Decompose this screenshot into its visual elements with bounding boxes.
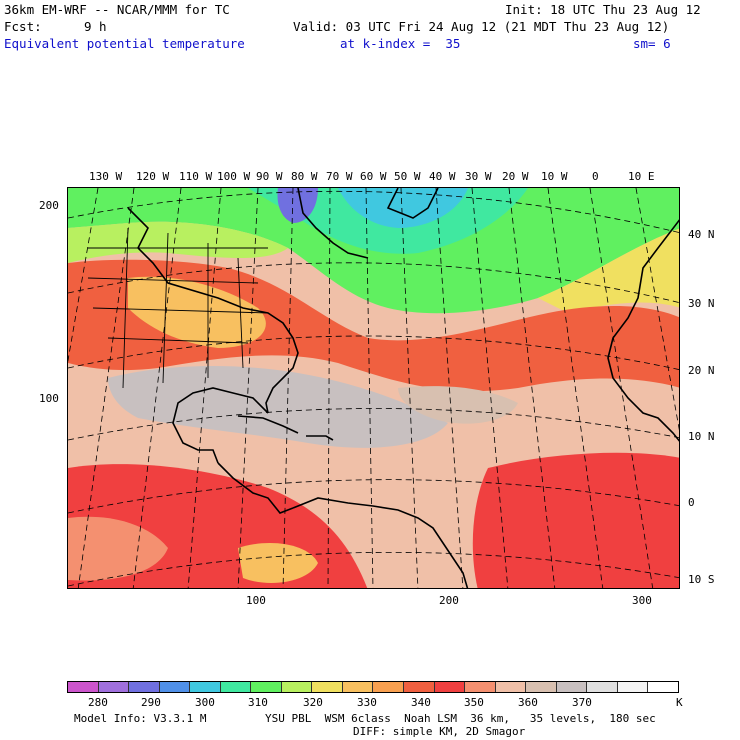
colorbar-swatch <box>465 682 496 692</box>
field-yellow-east <box>538 228 679 313</box>
coastlines <box>127 188 679 588</box>
field-cold-pocket <box>277 188 318 223</box>
lon-label: 80 W <box>291 170 318 183</box>
model-info: Model Info: V3.3.1 M <box>74 712 207 725</box>
colorbar-swatch <box>648 682 678 692</box>
smoothing-value: sm= 6 <box>633 36 671 51</box>
colorbar-tick: 290 <box>141 696 161 709</box>
field-cyan-core <box>338 188 468 228</box>
level-index: at k-index = 35 <box>340 36 461 51</box>
colorbar-swatch <box>129 682 160 692</box>
lon-label: 100 W <box>217 170 251 183</box>
colorbar-swatch <box>617 682 649 692</box>
colorbar-swatch <box>587 682 618 692</box>
colorbar-swatch <box>312 682 343 692</box>
lon-label: 120 W <box>136 170 170 183</box>
colorbar-swatch <box>526 682 557 692</box>
lon-label: 30 W <box>465 170 492 183</box>
diffusion-info: DIFF: simple KM, 2D Smagor <box>353 725 526 738</box>
grid-y-label: 100 <box>39 392 59 405</box>
lat-label: 10 S <box>688 573 715 586</box>
lat-label: 20 N <box>688 364 715 377</box>
colorbar-swatch <box>342 682 374 692</box>
lon-label: 50 W <box>394 170 421 183</box>
lon-label: 10 E <box>628 170 655 183</box>
forecast-hour: 9 h <box>84 19 107 34</box>
lon-label: 60 W <box>360 170 387 183</box>
colorbar-swatch <box>251 682 282 692</box>
lon-label: 110 W <box>179 170 213 183</box>
colorbar-swatch <box>159 682 191 692</box>
colorbar-swatch <box>495 682 527 692</box>
init-time: Init: 18 UTC Thu 23 Aug 12 <box>505 2 701 17</box>
field-red-southeast <box>472 452 679 588</box>
colorbar-tick: 320 <box>303 696 323 709</box>
model-title: 36km EM-WRF -- NCAR/MMM for TC <box>4 2 230 17</box>
field-salmon-patch <box>68 516 168 581</box>
map-canvas <box>68 188 679 588</box>
lat-label: 30 N <box>688 297 715 310</box>
colorbar-tick: 370 <box>572 696 592 709</box>
colorbar-swatch <box>404 682 435 692</box>
colorbar-swatch <box>190 682 221 692</box>
colorbar-tick: 310 <box>248 696 268 709</box>
grid-x-label: 200 <box>439 594 459 607</box>
lon-label: 130 W <box>89 170 123 183</box>
colorbar-tick: 340 <box>411 696 431 709</box>
field-tan-patch <box>398 386 518 424</box>
field-grey-plume <box>108 366 448 448</box>
colorbar-tick: 350 <box>464 696 484 709</box>
lat-label: 0 <box>688 496 695 509</box>
colorbar-tick: 330 <box>357 696 377 709</box>
theta-e-map <box>67 187 680 589</box>
lon-label: 0 <box>592 170 599 183</box>
field-orange-core <box>128 276 266 348</box>
lon-label: 90 W <box>256 170 283 183</box>
field-yellow-band <box>68 221 288 263</box>
field-orange-south <box>238 543 318 583</box>
colorbar-swatch <box>281 682 313 692</box>
valid-time: Valid: 03 UTC Fri 24 Aug 12 (21 MDT Thu … <box>293 19 670 34</box>
lon-label: 70 W <box>326 170 353 183</box>
lon-label: 20 W <box>502 170 529 183</box>
grid-y-label: 200 <box>39 199 59 212</box>
colorbar-swatch <box>373 682 405 692</box>
state-borders <box>87 227 269 389</box>
colorbar-swatch <box>98 682 130 692</box>
colorbar-swatch <box>434 682 466 692</box>
colorbar-swatch <box>68 682 99 692</box>
physics-info: YSU PBL WSM 6class Noah LSM 36 km, 35 le… <box>265 712 656 725</box>
colorbar <box>67 681 679 693</box>
colorbar-tick: 300 <box>195 696 215 709</box>
longitude-gridlines <box>68 188 679 588</box>
colorbar-swatch <box>220 682 252 692</box>
forecast-label: Fcst: <box>4 19 42 34</box>
colorbar-tick: 360 <box>518 696 538 709</box>
grid-x-label: 300 <box>632 594 652 607</box>
colorbar-swatch <box>556 682 588 692</box>
lat-label: 10 N <box>688 430 715 443</box>
grid-x-label: 100 <box>246 594 266 607</box>
lat-label: 40 N <box>688 228 715 241</box>
lon-label: 40 W <box>429 170 456 183</box>
colorbar-unit: K <box>676 696 683 709</box>
field-name: Equivalent potential temperature <box>4 36 245 51</box>
colorbar-tick: 280 <box>88 696 108 709</box>
lon-label: 10 W <box>541 170 568 183</box>
